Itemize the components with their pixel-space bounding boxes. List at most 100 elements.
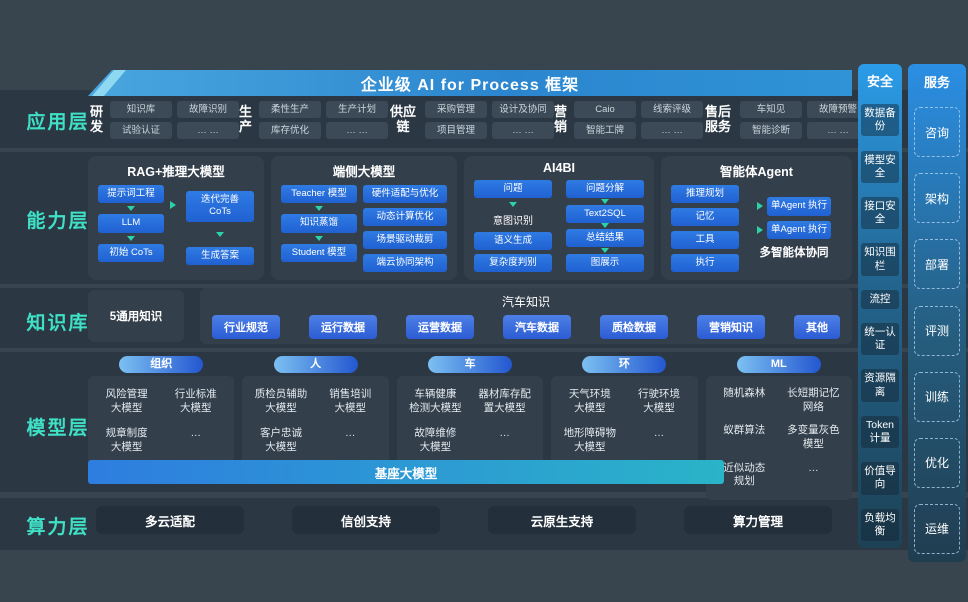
app-chip: 故障预警 bbox=[807, 100, 870, 118]
model-item: 风险管理 大模型 bbox=[105, 387, 148, 414]
model-item: 车辆健康 检测大模型 bbox=[409, 387, 462, 414]
model-group-pill: 环 bbox=[582, 356, 667, 373]
arrow-down-icon bbox=[509, 201, 517, 207]
title-banner: 企业级 AI for Process 框架 bbox=[88, 70, 852, 96]
layer-label-application: 应用层 bbox=[26, 112, 90, 133]
arrow-right-icon bbox=[757, 225, 763, 234]
arrow-right-icon bbox=[170, 201, 176, 209]
layer-label-model: 模型层 bbox=[26, 418, 90, 439]
feature-chip: 端云协同架构 bbox=[363, 253, 447, 272]
knowledge-pill: 运营数据 bbox=[406, 315, 474, 339]
flow-step: 生成答案 bbox=[186, 246, 254, 266]
arrow-down-icon bbox=[127, 235, 135, 241]
security-item: Token计量 bbox=[861, 415, 899, 449]
app-chip: 生产计划 bbox=[326, 100, 389, 118]
service-item: 评测 bbox=[914, 305, 960, 356]
security-column: 安全 数据备份 模型安全 接口安全 知识围栏 流控 统一认证 资源隔离 Toke… bbox=[858, 64, 902, 548]
knowledge-pill-row: 行业规范 运行数据 运营数据 汽车数据 质检数据 营销知识 其他 bbox=[212, 315, 840, 339]
arrow-down-icon bbox=[127, 206, 135, 212]
flow-step: Teacher 模型 bbox=[281, 185, 357, 204]
app-chip: 试验认证 bbox=[110, 122, 173, 140]
model-item: 天气环境 大模型 bbox=[568, 387, 611, 414]
model-item: … bbox=[653, 426, 665, 439]
capability-box-title: AI4BI bbox=[543, 161, 575, 175]
model-item: 地形障碍物 大模型 bbox=[563, 426, 617, 453]
app-chip: 设计及协同 bbox=[492, 100, 555, 118]
flow-step: 提示词工程 bbox=[98, 185, 164, 204]
app-section-marketing: 营销 Caio 智能工牌 线索评级 … … bbox=[554, 98, 704, 142]
app-chip-grid: Caio 智能工牌 线索评级 … … bbox=[574, 100, 704, 140]
knowledge-pill: 运行数据 bbox=[309, 315, 377, 339]
application-sections: 研发 知识库 试验认证 故障识别 … … 生产 柔性生产 库存优化 生产计划 …… bbox=[90, 98, 870, 142]
arrow-down-icon bbox=[216, 231, 224, 237]
security-item: 统一认证 bbox=[861, 323, 899, 356]
model-item: 长短期记忆 网络 bbox=[787, 387, 840, 413]
compute-chip: 多云适配 bbox=[96, 506, 244, 534]
app-section-name: 售后服务 bbox=[705, 104, 732, 134]
capability-box-title: 智能体Agent bbox=[720, 165, 793, 179]
arrow-down-icon bbox=[601, 248, 609, 253]
app-chip-grid: 采购管理 项目管理 设计及协同 … … bbox=[425, 100, 555, 140]
knowledge-pill: 汽车数据 bbox=[503, 315, 571, 339]
model-item: 规章制度 大模型 bbox=[105, 426, 148, 453]
knowledge-pill: 其他 bbox=[794, 315, 840, 339]
compute-chip: 信创支持 bbox=[292, 506, 440, 534]
app-section-name: 研发 bbox=[90, 104, 104, 134]
security-item: 模型安全 bbox=[861, 150, 899, 183]
model-item: … bbox=[499, 426, 510, 439]
agent-module: 记忆 bbox=[671, 207, 739, 227]
knowledge-pill: 行业规范 bbox=[212, 315, 280, 339]
model-item: 质检员辅助 大模型 bbox=[254, 387, 308, 414]
security-item: 流控 bbox=[861, 289, 899, 309]
arrow-down-icon bbox=[601, 223, 609, 229]
flow-step: 知识蒸馏 bbox=[281, 214, 357, 233]
model-item: 随机森林 bbox=[723, 387, 766, 400]
capability-box-title: 端侧大模型 bbox=[332, 165, 396, 179]
app-chip: 故障识别 bbox=[177, 100, 240, 118]
model-group-pill: ML bbox=[736, 356, 821, 373]
model-group-pill: 组织 bbox=[119, 356, 204, 373]
service-item: 架构 bbox=[914, 173, 960, 224]
security-item: 负载均衡 bbox=[861, 508, 899, 541]
capability-box-title: RAG+推理大模型 bbox=[127, 165, 225, 179]
model-item: 客户忠诚 大模型 bbox=[260, 426, 302, 453]
layer-label-knowledge: 知识库 bbox=[26, 313, 90, 334]
flow-step: 初始 CoTs bbox=[98, 243, 164, 263]
base-model-bar: 基座大模型 bbox=[88, 460, 724, 484]
page-title: 企业级 AI for Process 框架 bbox=[360, 77, 580, 94]
flow-step: 复杂度判别 bbox=[474, 253, 552, 272]
flow-step: 迭代完善 CoTs bbox=[186, 191, 254, 222]
service-item: 咨询 bbox=[914, 107, 960, 158]
model-group-pill: 人 bbox=[273, 356, 358, 373]
model-item: 近似动态 规划 bbox=[723, 461, 766, 488]
knowledge-pill: 质检数据 bbox=[600, 315, 668, 339]
model-group-people: 人 质检员辅助 大模型 销售培训 大模型 客户忠诚 大模型 … bbox=[242, 356, 389, 500]
app-section-aftersales: 售后服务 车知见 智能诊断 故障预警 … … bbox=[703, 98, 870, 142]
app-section-production: 生产 柔性生产 库存优化 生产计划 … … bbox=[239, 98, 389, 142]
auto-knowledge-title: 汽车知识 bbox=[501, 295, 550, 309]
feature-chip: 动态计算优化 bbox=[363, 207, 447, 227]
capability-box-rag: RAG+推理大模型 提示词工程 LLM 初始 CoTs 迭代完善 CoTs 生成… bbox=[88, 156, 264, 280]
app-section-supply-chain: 供应链 采购管理 项目管理 设计及协同 … … bbox=[388, 98, 555, 142]
app-chip: 柔性生产 bbox=[259, 100, 322, 118]
app-chip: … … bbox=[641, 122, 704, 140]
arrow-down-icon bbox=[315, 235, 323, 241]
model-item: 多变量灰色 模型 bbox=[787, 424, 840, 450]
model-groups: 组织 风险管理 大模型 行业标准 大模型 规章制度 大模型 … 人 质检员辅助 … bbox=[88, 356, 853, 500]
app-chip: 项目管理 bbox=[425, 122, 488, 140]
app-chip: 线索评级 bbox=[641, 100, 704, 118]
agent-module: 推理规划 bbox=[671, 185, 739, 204]
model-item: … bbox=[344, 426, 356, 439]
knowledge-pill: 营销知识 bbox=[697, 315, 765, 339]
app-chip-grid: 柔性生产 库存优化 生产计划 … … bbox=[259, 100, 389, 140]
layer-label-capability: 能力层 bbox=[26, 211, 90, 232]
app-chip: … … bbox=[492, 122, 555, 140]
app-chip-grid: 知识库 试验认证 故障识别 … … bbox=[110, 100, 240, 140]
model-group-org: 组织 风险管理 大模型 行业标准 大模型 规章制度 大模型 … bbox=[88, 356, 235, 500]
flow-step: 总结结果 bbox=[566, 229, 644, 248]
arrow-right-icon bbox=[757, 202, 763, 211]
auto-knowledge-box: 汽车知识 行业规范 运行数据 运营数据 汽车数据 质检数据 营销知识 其他 bbox=[200, 288, 852, 344]
general-knowledge-box: 5通用知识 bbox=[88, 290, 184, 342]
service-item: 部署 bbox=[914, 239, 960, 290]
